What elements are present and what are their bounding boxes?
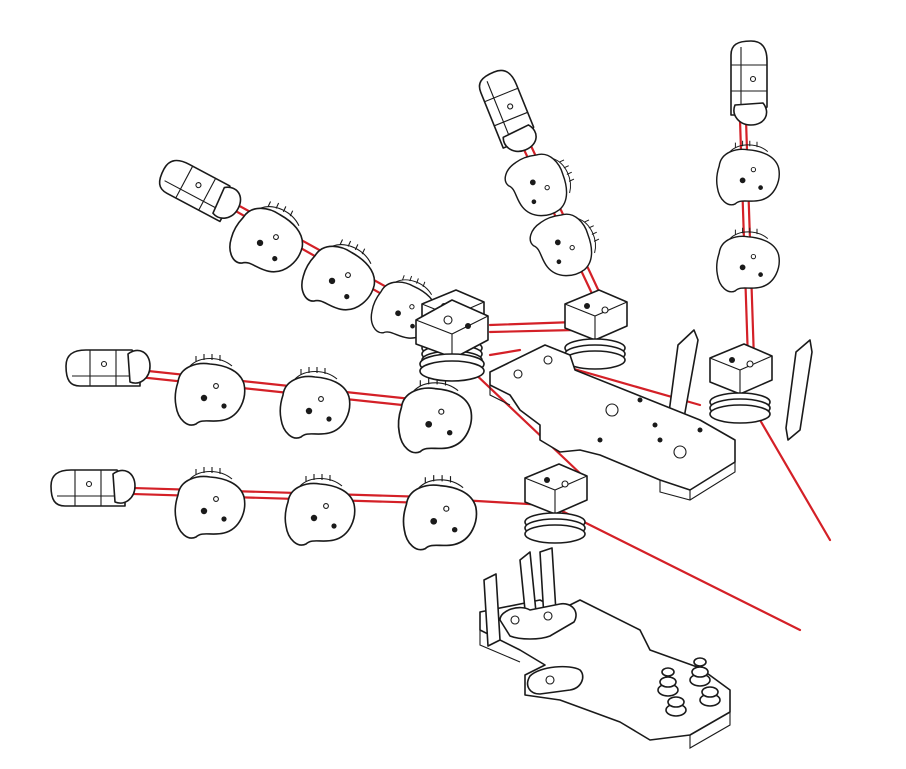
- fingertip-link: [474, 65, 542, 159]
- fingertip-link: [730, 40, 768, 126]
- phalanx-link: [174, 466, 246, 539]
- tendon-little-finger: [98, 485, 802, 632]
- phalanx-link: [715, 227, 780, 293]
- knuckle-joint: [524, 463, 588, 544]
- nut-bolt: [665, 696, 687, 717]
- fingertip-link: [153, 154, 247, 227]
- finger-little: [50, 463, 588, 551]
- phalanx-link: [499, 141, 585, 227]
- finger-thumb: [667, 40, 813, 441]
- phalanx-link: [715, 140, 780, 206]
- nut-bolt: [657, 667, 679, 697]
- tendon-palm-crossing: [488, 348, 522, 357]
- nut-bolt: [699, 686, 721, 707]
- phalanx-link: [279, 366, 351, 439]
- knuckle-joint: [709, 343, 773, 424]
- nut-bolt: [689, 657, 711, 687]
- knuckle-joint: [564, 289, 628, 370]
- phalanx-link: [284, 473, 356, 546]
- fingertip-link: [65, 349, 151, 387]
- knuckle-joint: [415, 299, 489, 382]
- phalanx-link: [402, 474, 478, 551]
- fingertip-link: [50, 469, 136, 507]
- finger-ring: [65, 349, 473, 454]
- wrist-base: [479, 547, 731, 749]
- phalanx-link: [397, 377, 473, 454]
- palm-plate: [489, 344, 736, 501]
- thumb-side-plate: [785, 339, 813, 441]
- phalanx-link: [174, 353, 246, 426]
